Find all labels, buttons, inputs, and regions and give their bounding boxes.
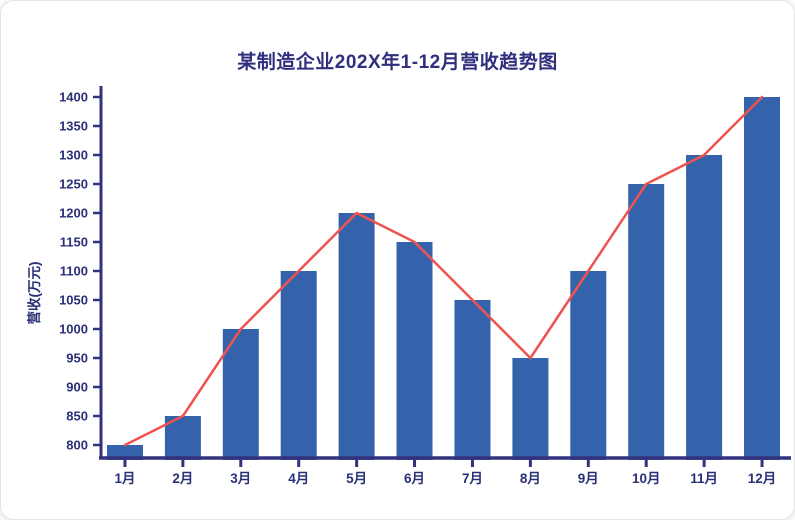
bar-4月: [280, 271, 317, 460]
y-tick-label: 900: [66, 380, 88, 395]
bar-5月: [338, 213, 375, 460]
y-tick-label: 1200: [59, 206, 88, 221]
y-tick-label: 1100: [60, 264, 88, 279]
y-tick-label: 800: [66, 438, 88, 453]
bar-10月: [628, 184, 665, 460]
bar-8月: [512, 358, 549, 460]
bar-6月: [396, 242, 433, 460]
x-tick-label: 10月: [632, 471, 661, 486]
plot-area: 800 850 900 950 1000 1050 1100 1150 1200 1250 1300…: [59, 86, 791, 486]
y-tick-label: 850: [66, 409, 88, 424]
bar-12月: [744, 97, 780, 460]
x-tick-label: 6月: [404, 471, 425, 486]
x-tick-label: 4月: [288, 471, 309, 486]
x-tick-label: 2月: [172, 471, 193, 486]
y-tick-label: 1150: [60, 235, 88, 250]
chart-title: 某制造企业202X年1-12月营收趋势图: [237, 52, 558, 73]
x-tick-label: 9月: [578, 471, 599, 486]
x-tick-label: 8月: [520, 471, 541, 486]
x-tick-label: 5月: [346, 471, 367, 486]
revenue-trend-line: [123, 95, 764, 447]
y-tick-label: 1300: [59, 148, 88, 163]
y-tick-label: 1250: [59, 177, 88, 192]
y-tick-label: 950: [66, 351, 88, 366]
y-tick-label: 1050: [59, 293, 88, 308]
x-tick-label: 3月: [230, 471, 251, 486]
y-tick-label: 1350: [59, 119, 88, 134]
y-tick-label: 1000: [59, 322, 88, 337]
x-tick-label: 12月: [748, 471, 777, 486]
bar-7月: [454, 300, 491, 460]
bar-9月: [570, 271, 607, 460]
bar-3月: [222, 329, 259, 460]
y-axis-title: 营收(万元): [26, 262, 42, 325]
bar-11月: [686, 155, 723, 460]
y-tick-label: 1400: [59, 90, 88, 105]
x-tick-label: 1月: [114, 471, 135, 486]
x-tick-label: 7月: [462, 471, 483, 486]
x-tick-label: 11月: [690, 471, 718, 486]
